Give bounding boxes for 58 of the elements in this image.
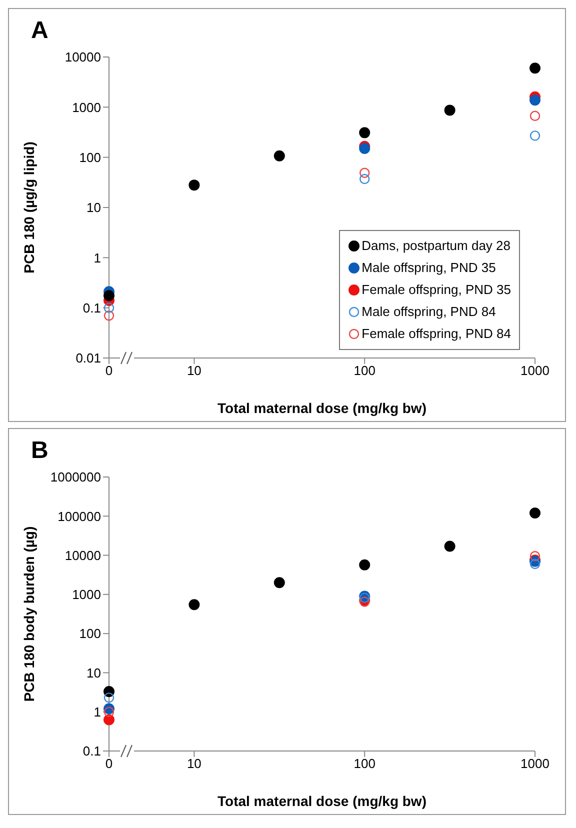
point: [359, 559, 370, 570]
point: [444, 540, 456, 552]
y-tick-label: 100000: [58, 508, 101, 524]
point: [274, 577, 285, 588]
point: [444, 104, 456, 116]
y-tick-label: 0.01: [76, 350, 101, 366]
chart-title: B: [31, 437, 48, 465]
y-tick-label: 0.1: [82, 744, 101, 759]
x-tick-label: 100: [354, 363, 376, 378]
x-tick-label: 10: [186, 363, 202, 378]
x-tick-label: 0: [105, 756, 113, 772]
point: [530, 62, 540, 74]
point: [274, 150, 285, 162]
point: [104, 310, 114, 321]
y-tick-label: 100: [79, 626, 101, 642]
point: [359, 143, 370, 154]
point: [530, 130, 540, 141]
y-axis-title: PCB 180 (µg/g lipid): [20, 142, 37, 274]
y-tick-label: 10000: [64, 548, 101, 563]
y-tick-label: 10000: [64, 50, 101, 65]
y-tick-label: 100: [79, 150, 101, 165]
y-tick-label: 10: [86, 665, 101, 680]
point: [359, 127, 370, 138]
point: [360, 174, 370, 184]
point: [188, 599, 200, 610]
point: [530, 551, 540, 562]
y-tick-label: 1: [94, 250, 101, 266]
x-tick-label: 1000: [520, 756, 550, 772]
x-tick-label: 1000: [520, 363, 550, 378]
x-tick-label: 0: [105, 363, 113, 378]
x-tick-label: 100: [354, 756, 376, 772]
y-axis-title: PCB 180 body burden (µg): [20, 526, 37, 702]
x-axis-title: Total maternal dose (mg/kg bw): [218, 400, 426, 416]
legend-label: Female offspring, PND 35: [362, 281, 511, 299]
x-tick-label: 10: [186, 756, 202, 772]
point: [530, 508, 540, 519]
point: [104, 692, 114, 703]
point: [104, 302, 114, 313]
point: [104, 714, 114, 726]
y-tick-label: 1: [94, 704, 101, 720]
y-tick-label: 0.1: [82, 300, 101, 316]
chart-title: A: [31, 17, 48, 45]
point: [188, 180, 200, 191]
point: [104, 706, 114, 717]
legend-label: Male offspring, PND 35: [362, 259, 496, 277]
point: [530, 94, 540, 106]
legend-label: Male offspring, PND 84: [362, 303, 496, 321]
x-axis-title: Total maternal dose (mg/kg bw): [218, 793, 426, 809]
y-tick-label: 1000: [72, 100, 101, 115]
y-tick-label: 1000: [72, 587, 101, 602]
point: [104, 290, 114, 302]
y-tick-label: 1000000: [50, 470, 101, 485]
legend-label: Female offspring, PND 84: [362, 325, 511, 343]
y-tick-label: 10: [86, 200, 101, 216]
point: [360, 168, 370, 178]
point: [530, 558, 540, 570]
legend-label: Dams, postpartum day 28: [362, 237, 511, 255]
point: [530, 110, 540, 121]
